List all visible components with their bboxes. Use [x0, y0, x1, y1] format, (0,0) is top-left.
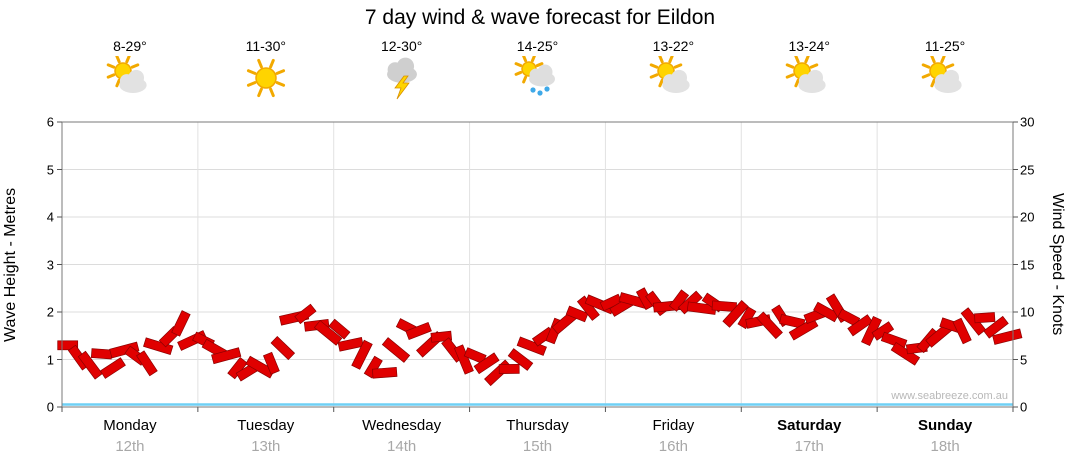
forecast-day: 11-25° [877, 38, 1013, 102]
temperature-range: 11-25° [924, 38, 966, 54]
date-label: 12th [115, 438, 145, 455]
wave-axis-tick-label: 3 [46, 257, 54, 272]
left-axis-title: Wave Height - Metres [2, 187, 19, 342]
wind-axis-tick-label: 5 [1020, 352, 1028, 367]
day-label: Saturday [777, 417, 842, 434]
forecast-day: 13-22° [605, 38, 741, 102]
date-label: 13th [251, 438, 281, 455]
temperature-range: 13-24° [788, 38, 830, 54]
watermark: www.seabreeze.com.au [891, 390, 1008, 402]
chart-title: 7 day wind & wave forecast for Eildon [364, 6, 716, 29]
storm-icon [378, 56, 426, 102]
day-column: Monday 12th [62, 417, 198, 455]
day-label: Thursday [506, 417, 569, 434]
date-label: 18th [930, 438, 960, 455]
sun-cloud-icon [649, 54, 697, 102]
wave-axis-tick-label: 2 [46, 304, 54, 320]
day-column: Saturday 17th [741, 417, 877, 455]
forecast-day: 8-29° [62, 38, 198, 102]
wind-barbs-group [57, 287, 1023, 387]
day-column: Tuesday 13th [198, 417, 334, 455]
wave-axis-tick-label: 0 [46, 399, 54, 415]
wave-axis-tick-label: 6 [46, 114, 54, 130]
day-column: Wednesday 14th [334, 417, 470, 455]
day-column: Sunday 18th [877, 417, 1013, 455]
wave-axis-tick-label: 5 [46, 162, 54, 177]
forecast-day: 11-30° [198, 38, 334, 102]
wind-axis-tick-label: 0 [1020, 399, 1028, 415]
temperature-range: 14-25° [516, 38, 559, 54]
forecast-day: 12-30° [334, 38, 470, 102]
wind-axis-tick-label: 25 [1020, 162, 1035, 177]
wind-axis-tick-label: 15 [1020, 257, 1035, 272]
day-axis-row: Monday 12th Tuesday 13th Wednesday 14th … [62, 417, 1013, 455]
sun-cloud-icon [106, 54, 154, 102]
wind-axis-tick-label: 30 [1020, 114, 1035, 130]
day-label: Friday [652, 417, 695, 434]
date-label: 16th [658, 438, 688, 455]
sunny-icon [242, 56, 290, 102]
wave-axis-tick-label: 4 [46, 209, 54, 225]
forecast-day: 13-24° [741, 38, 877, 102]
right-axis-title: Wind Speed - Knots [1049, 193, 1066, 336]
temperature-range: 13-22° [652, 38, 695, 54]
sun-cloud-icon [921, 54, 969, 102]
date-label: 14th [387, 438, 417, 455]
wind-axis-tick-label: 20 [1020, 209, 1035, 225]
day-label: Monday [103, 417, 157, 434]
day-label: Wednesday [362, 417, 442, 434]
temperature-range: 12-30° [380, 38, 423, 54]
gridlines-group [62, 122, 1013, 407]
day-label: Tuesday [237, 417, 295, 434]
wind-axis-tick-label: 10 [1020, 304, 1035, 320]
date-label: 17th [794, 438, 824, 455]
forecast-day: 14-25° [470, 38, 606, 102]
temperature-range: 11-30° [245, 38, 286, 54]
temperature-range: 8-29° [113, 38, 147, 54]
date-label: 15th [522, 438, 553, 455]
sun-cloud-icon [785, 54, 833, 102]
day-label: Sunday [917, 417, 973, 434]
day-column: Thursday 15th [470, 417, 606, 455]
forecast-row: 8-29° 11-30° 12-30° 14-25° 13-22° 13-24°… [62, 38, 1013, 102]
sun-rain-icon [514, 54, 562, 102]
wave-axis-tick-label: 1 [46, 352, 54, 367]
axis-ticks-group [57, 121, 1018, 412]
day-column: Friday 16th [605, 417, 741, 455]
